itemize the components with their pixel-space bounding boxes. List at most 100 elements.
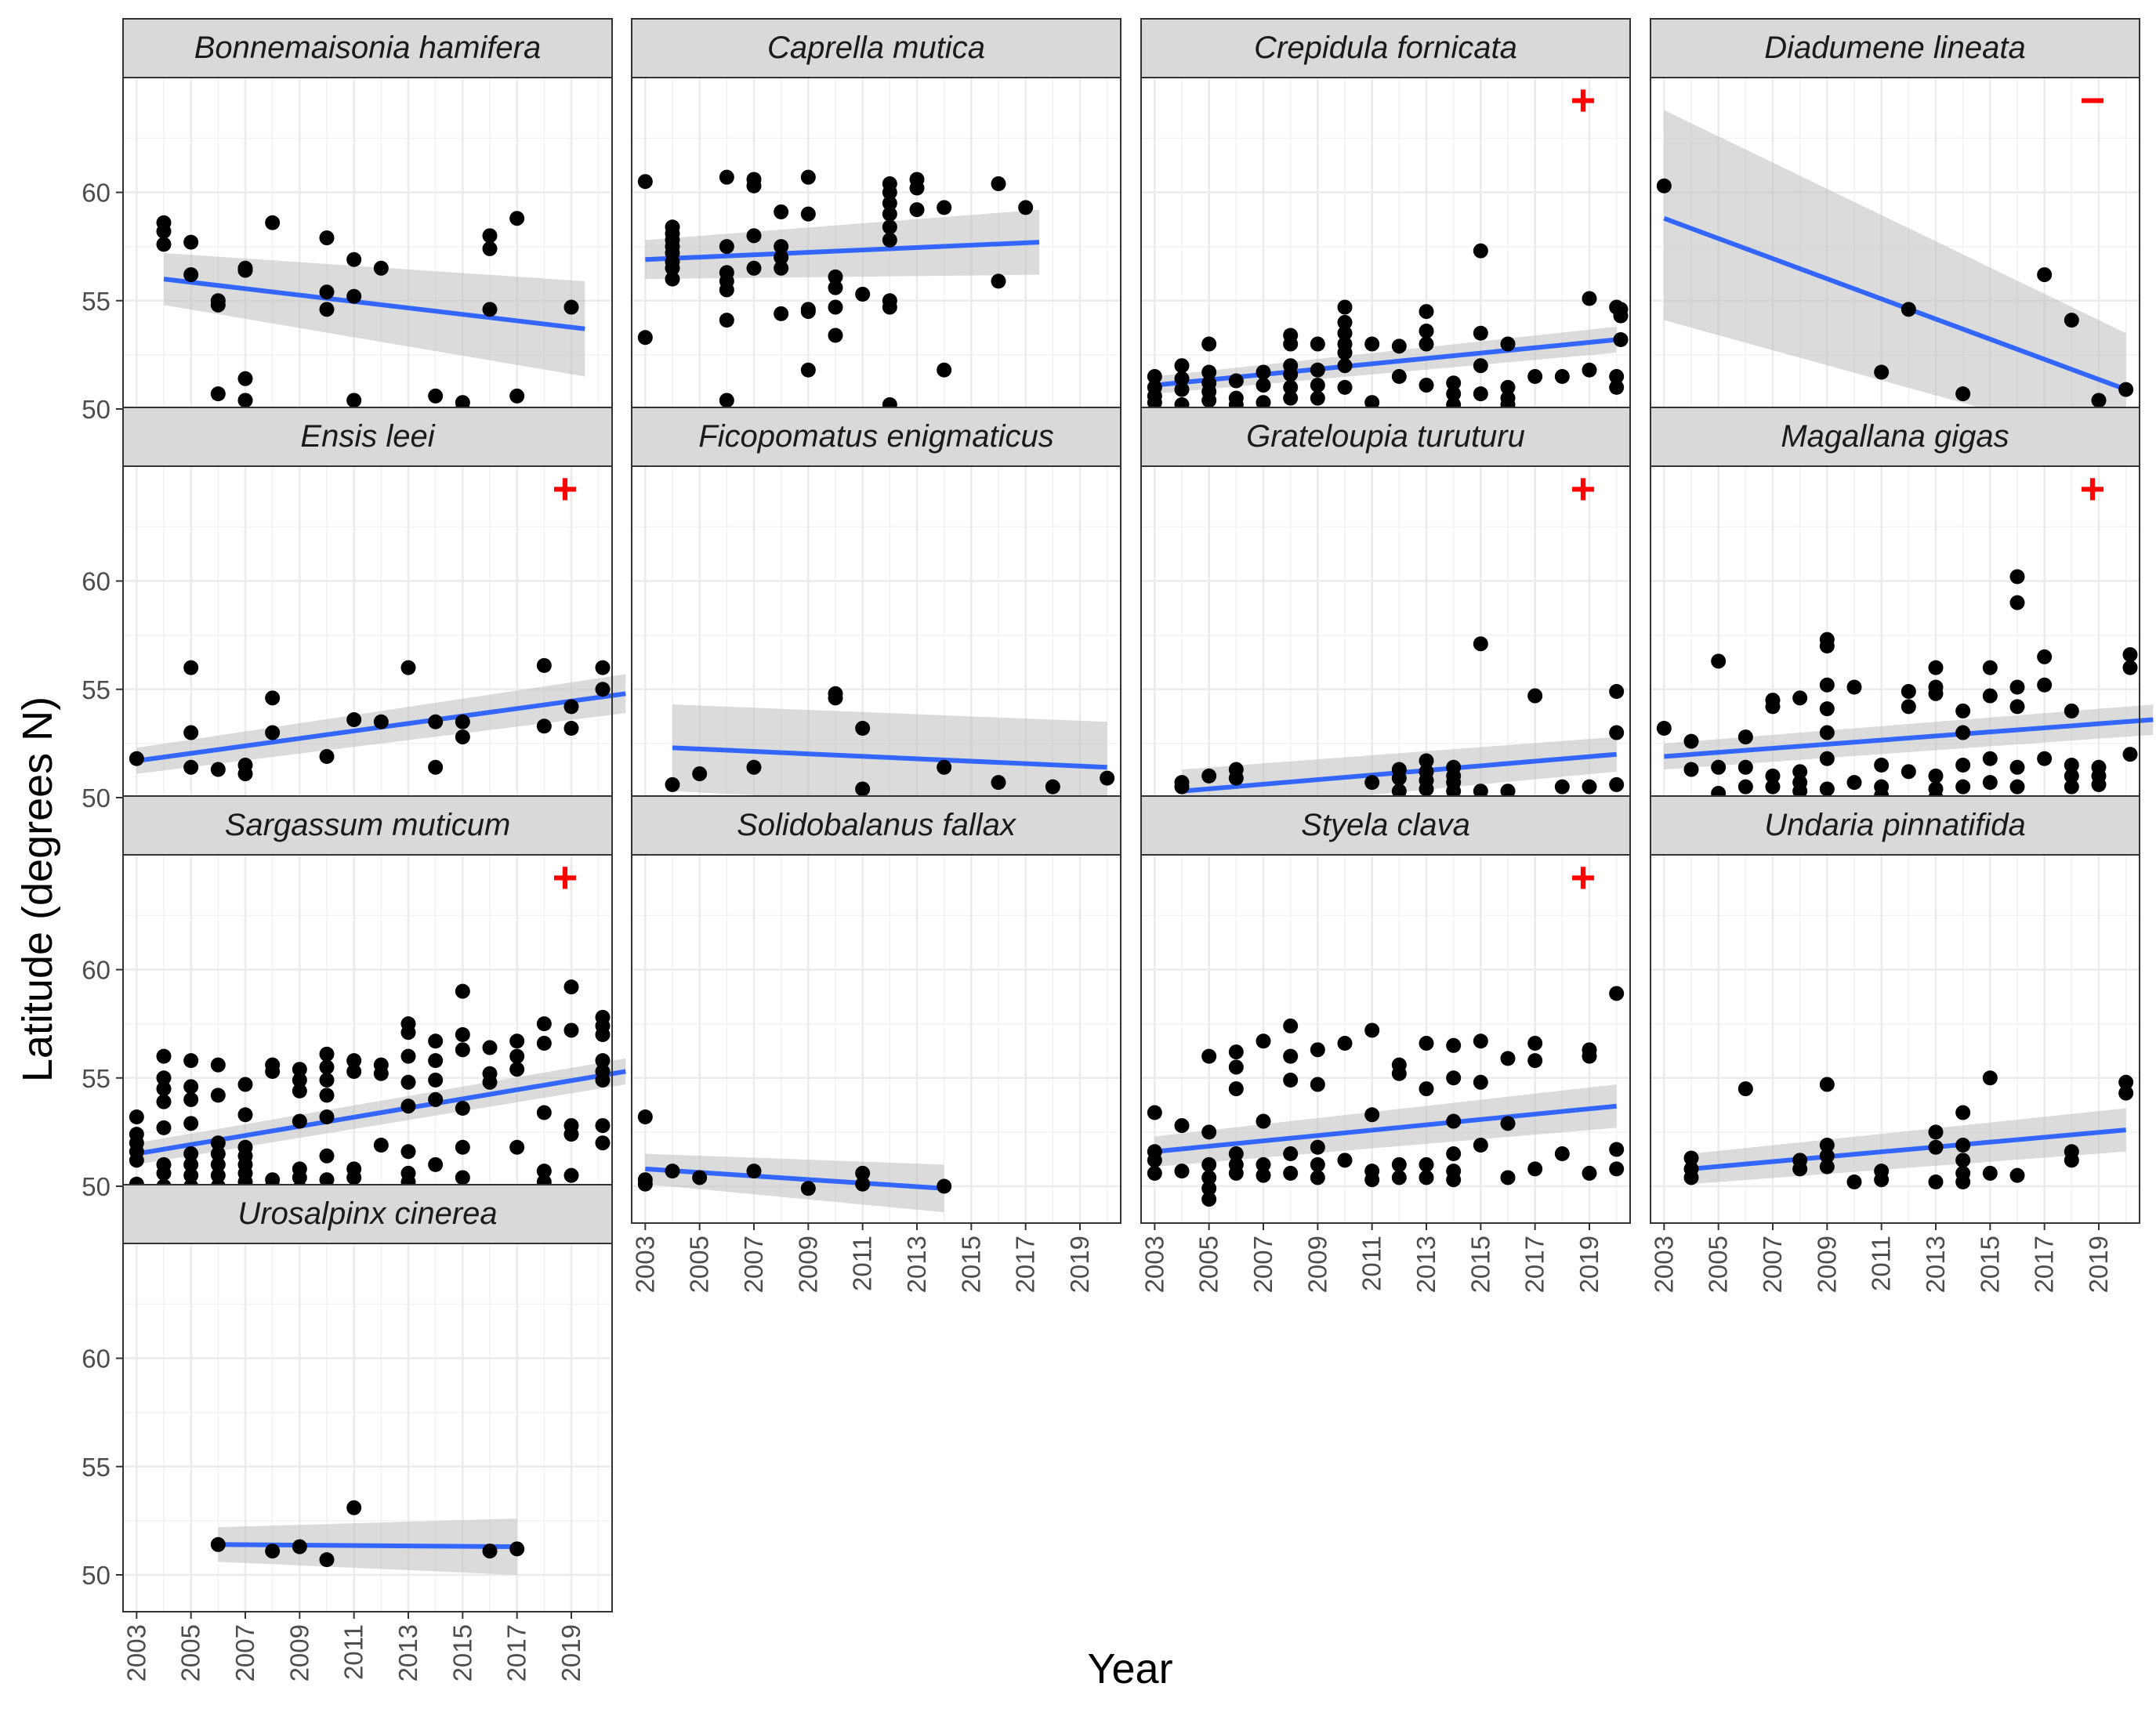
data-point	[800, 206, 816, 222]
data-point	[129, 1109, 144, 1125]
x-tick-label: 2007	[1248, 1236, 1277, 1293]
data-point	[1256, 364, 1271, 380]
significance-marker: +	[1571, 464, 1596, 513]
data-point	[129, 751, 144, 766]
data-point	[1174, 1164, 1190, 1179]
data-point	[855, 286, 871, 302]
y-tick-label: 55	[82, 675, 111, 704]
panel-border	[631, 854, 1121, 1224]
data-point	[455, 729, 470, 745]
data-point	[1473, 1033, 1488, 1049]
data-point	[2064, 703, 2079, 718]
data-point	[595, 660, 611, 675]
x-tick-label: 2009	[284, 1624, 313, 1681]
x-tick-label: 2015	[1466, 1236, 1495, 1293]
data-point	[855, 1176, 871, 1192]
data-point	[1554, 779, 1570, 794]
x-tick-label: 2011	[1357, 1236, 1386, 1291]
data-point	[428, 759, 444, 775]
data-point	[428, 388, 444, 404]
data-point	[1256, 395, 1271, 411]
data-point	[595, 682, 611, 697]
y-tick-label: 60	[82, 567, 111, 596]
data-point	[1609, 379, 1625, 395]
data-point	[909, 180, 925, 196]
data-point	[1391, 1156, 1407, 1172]
facet-panels: Bonnemaisonia hamifera 50 55 60 Caprella mut…	[82, 18, 2154, 1681]
facet-panel: Ficopomatus enigmaticus	[631, 407, 1121, 835]
data-point	[1901, 302, 1916, 317]
data-point	[1955, 1153, 1971, 1168]
strip-background	[1140, 407, 1631, 467]
confidence-band	[1664, 110, 2126, 448]
significance-marker: +	[2080, 464, 2106, 513]
data-point	[536, 1036, 552, 1051]
data-point	[346, 393, 362, 408]
data-point	[536, 1164, 552, 1179]
data-point	[1527, 1161, 1543, 1177]
data-point	[1819, 701, 1835, 717]
data-point	[637, 330, 653, 346]
data-point	[1283, 336, 1299, 352]
data-point	[1928, 1139, 1944, 1155]
data-point	[1982, 775, 1998, 791]
data-point	[1337, 314, 1353, 330]
data-point	[1310, 1042, 1325, 1058]
data-point	[237, 1107, 253, 1123]
data-point	[455, 1042, 470, 1058]
x-tick-label: 2013	[1411, 1236, 1440, 1293]
panel-border	[1140, 854, 1631, 1224]
data-point	[1656, 178, 1672, 194]
data-point	[828, 299, 843, 315]
data-point	[719, 169, 734, 185]
data-point	[346, 1063, 362, 1079]
data-point	[1310, 1077, 1325, 1092]
strip-background	[1650, 18, 2140, 78]
data-point	[400, 660, 416, 675]
data-point	[563, 1022, 579, 1038]
data-point	[509, 1062, 525, 1077]
strip-background	[1140, 18, 1631, 78]
data-point	[1846, 775, 1862, 791]
data-point	[1446, 1113, 1462, 1129]
data-point	[319, 1073, 335, 1088]
data-point	[1473, 784, 1488, 799]
facet-panel: Urosalpinx cinerea 50 55 60 2003 2005 2007 2009…	[82, 1184, 613, 1681]
data-point	[156, 1120, 172, 1135]
data-point	[1582, 291, 1597, 306]
data-point	[1228, 1059, 1244, 1075]
data-point	[1792, 1161, 1808, 1177]
data-point	[1174, 371, 1190, 386]
significance-marker: −	[2080, 75, 2106, 125]
strip-background	[122, 795, 613, 856]
data-point	[1419, 323, 1434, 338]
data-point	[2064, 758, 2079, 773]
data-point	[1391, 1066, 1407, 1081]
data-point	[319, 1109, 335, 1125]
panel-background	[123, 466, 612, 834]
data-point	[2064, 779, 2079, 794]
data-point	[774, 249, 789, 265]
data-point	[1283, 1018, 1299, 1033]
data-point	[346, 288, 362, 304]
data-point	[237, 766, 253, 782]
data-point	[1446, 1037, 1462, 1053]
data-point	[991, 176, 1006, 191]
data-point	[265, 690, 281, 706]
data-point	[509, 388, 525, 404]
data-point	[428, 1156, 444, 1172]
data-point	[1147, 1105, 1162, 1120]
data-point	[183, 725, 199, 740]
data-point	[746, 260, 762, 276]
data-point	[156, 1094, 172, 1109]
data-point	[1310, 378, 1325, 393]
y-tick-label: 60	[82, 956, 111, 985]
data-point	[1527, 369, 1543, 385]
data-point	[1147, 395, 1162, 411]
data-point	[210, 386, 226, 402]
data-point	[292, 1170, 307, 1185]
x-tick-label: 2007	[739, 1236, 768, 1293]
data-point	[1982, 1165, 1998, 1181]
data-point	[1201, 1124, 1217, 1140]
data-point	[373, 1066, 389, 1081]
